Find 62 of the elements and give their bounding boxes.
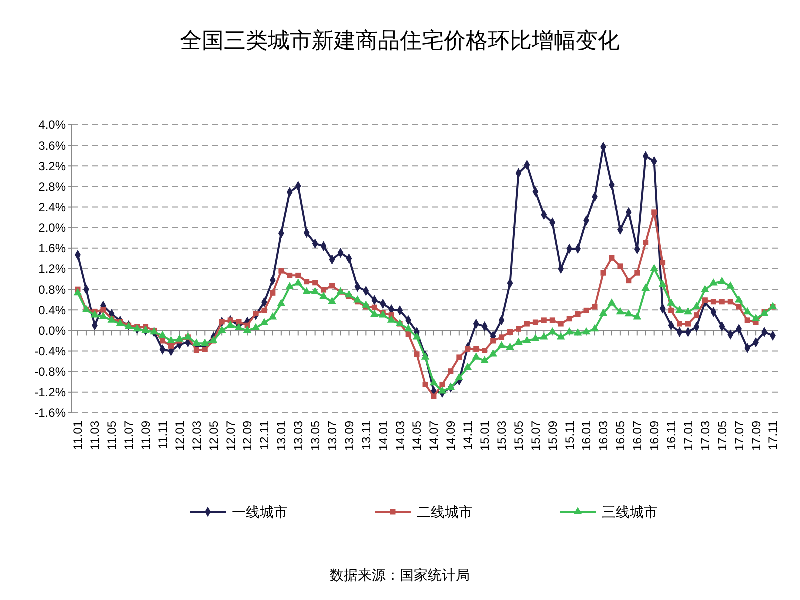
x-tick-label: 12.03: [190, 420, 204, 452]
x-tick-label: 11.05: [105, 420, 120, 450]
x-tick-label: 12.09: [240, 420, 255, 452]
x-tick-label: 16.09: [648, 420, 662, 452]
legend-label: 三线城市: [602, 504, 658, 520]
y-tick-label: 2.0%: [38, 221, 66, 236]
y-tick-label: -0.4%: [34, 344, 66, 358]
y-tick-label: 2.8%: [38, 180, 66, 194]
chart-title: 全国三类城市新建商品住宅价格环比增幅变化: [180, 29, 620, 54]
x-tick-label: 15.03: [494, 420, 509, 452]
x-tick-label: 16.07: [630, 420, 645, 452]
y-tick-label: 1.6%: [38, 242, 66, 256]
x-tick-label: 11.07: [122, 420, 136, 450]
x-tick-label: 15.01: [478, 420, 492, 452]
x-tick-label: 14.09: [444, 420, 458, 452]
x-tick-label: 13.11: [359, 420, 374, 450]
x-tick-label: 15.09: [546, 420, 560, 452]
x-tick-label: 16.03: [596, 420, 611, 452]
y-tick-label: -1.6%: [34, 406, 66, 420]
x-tick-label: 13.03: [292, 420, 306, 452]
x-tick-label: 17.01: [681, 420, 696, 452]
x-tick-label: 16.05: [614, 420, 628, 452]
y-tick-label: 0.4%: [38, 303, 66, 318]
x-tick-label: 12.11: [258, 420, 272, 450]
x-tick-label: 13.01: [274, 420, 289, 452]
y-tick-label: 3.2%: [38, 159, 66, 174]
x-tick-label: 17.09: [749, 420, 764, 452]
x-tick-label: 15.07: [528, 420, 543, 452]
x-tick-label: 11.11: [156, 420, 170, 450]
y-tick-label: 0.0%: [38, 324, 66, 338]
x-tick-label: 13.07: [325, 420, 340, 452]
x-tick-label: 17.05: [715, 420, 730, 452]
x-tick-label: 14.05: [410, 420, 424, 452]
x-tick-label: 14.07: [427, 420, 442, 452]
y-tick-label: -1.2%: [34, 386, 66, 400]
x-tick-label: 11.01: [71, 420, 86, 450]
x-tick-label: 13.09: [342, 420, 356, 452]
x-tick-label: 12.01: [172, 420, 187, 452]
x-tick-label: 16.11: [664, 420, 678, 450]
x-tick-label: 15.11: [562, 420, 577, 450]
x-tick-label: 17.07: [732, 420, 746, 452]
source-note: 数据来源：国家统计局: [330, 568, 470, 584]
x-tick-label: 15.05: [512, 420, 526, 452]
y-tick-label: 0.8%: [38, 282, 66, 297]
x-tick-label: 14.11: [461, 420, 476, 450]
x-tick-label: 14.01: [376, 420, 390, 452]
x-tick-label: 16.01: [580, 420, 594, 452]
legend-label: 二线城市: [417, 504, 473, 520]
y-tick-label: -0.8%: [34, 365, 66, 380]
legend-label: 一线城市: [232, 504, 288, 520]
y-tick-label: 2.4%: [38, 200, 66, 214]
x-tick-label: 12.07: [224, 420, 238, 452]
x-tick-label: 11.03: [88, 420, 102, 450]
x-tick-label: 17.11: [766, 420, 780, 450]
x-tick-label: 11.09: [139, 420, 154, 450]
x-tick-label: 12.05: [206, 420, 221, 452]
y-tick-label: 3.6%: [38, 138, 66, 153]
x-tick-label: 17.03: [698, 420, 712, 452]
x-tick-label: 13.05: [308, 420, 323, 452]
y-tick-label: 4.0%: [38, 118, 66, 132]
x-tick-label: 14.03: [393, 420, 408, 452]
y-tick-label: 1.2%: [38, 262, 66, 276]
